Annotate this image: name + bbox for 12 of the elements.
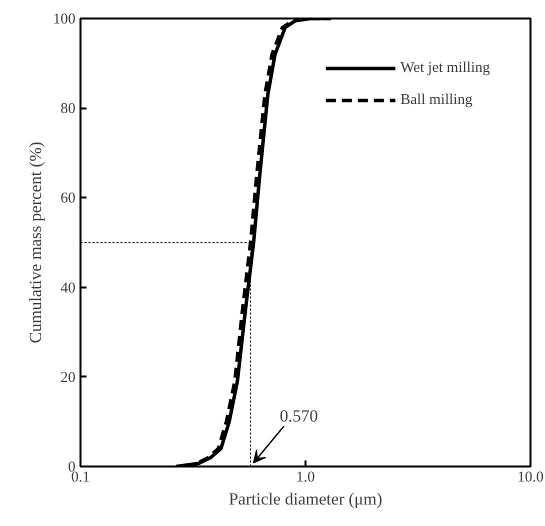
y-tick-label: 40 (60, 280, 76, 296)
legend-label: Wet jet milling (400, 60, 490, 76)
y-tick-label: 20 (60, 370, 76, 386)
y-axis-title: Cumulative mass percent (%) (26, 142, 45, 344)
x-tick-label: 10.0 (517, 470, 544, 486)
x-axis-title: Particle diameter (μm) (228, 490, 382, 508)
y-tick-label: 80 (60, 101, 76, 118)
y-tick-label: 100 (53, 12, 76, 28)
legend-label: Ball milling (400, 92, 472, 108)
x-tick-label: 1.0 (296, 470, 315, 486)
y-tick-label: 60 (60, 190, 76, 207)
annotation: 0.570 (280, 406, 318, 426)
